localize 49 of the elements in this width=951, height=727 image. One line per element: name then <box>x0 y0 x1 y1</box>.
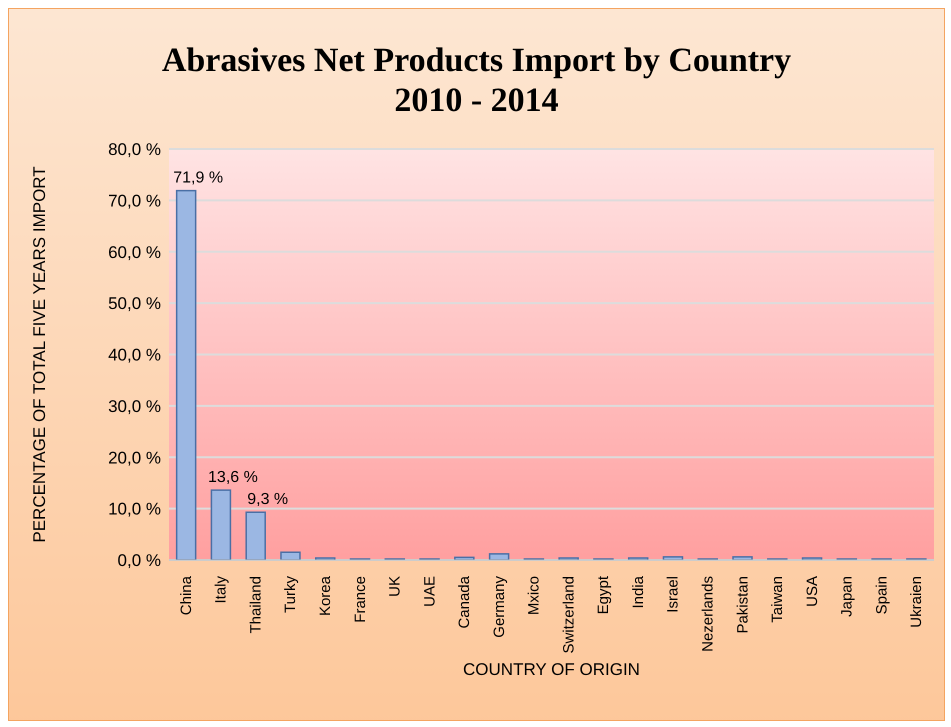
bar <box>558 557 579 560</box>
bar <box>628 557 648 560</box>
y-tick-label: 50,0 % <box>108 294 161 314</box>
bar <box>488 553 510 560</box>
bar <box>802 557 822 560</box>
y-tick-label: 30,0 % <box>108 396 161 416</box>
y-axis-title: PERCENTAGE OF TOTAL FIVE YEARS IMPORT <box>30 166 50 543</box>
x-tick-label: Thailand <box>247 576 264 634</box>
x-tick-label: Spain <box>873 576 890 614</box>
x-tick-label: Turky <box>282 576 300 613</box>
x-tick-label: Canada <box>456 575 474 629</box>
x-tick-label: Germany <box>490 576 508 638</box>
x-tick-label: Nezerlands <box>699 576 716 652</box>
x-tick-label: France <box>352 576 369 623</box>
x-tick-label: Italy <box>212 576 230 604</box>
x-tick-label: Japan <box>838 576 856 617</box>
y-tick-label: 10,0 % <box>108 500 161 519</box>
x-tick-label: Korea <box>316 575 334 616</box>
bar <box>245 511 266 560</box>
bar <box>176 190 196 560</box>
x-tick-label: China <box>178 575 195 616</box>
chart-title: Abrasives Net Products Import by Country 2010 - 2014 <box>160 41 792 121</box>
x-tick-label: Mxico <box>526 576 543 616</box>
data-label: 71,9 % <box>173 170 224 187</box>
y-tick-label: 40,0 % <box>108 346 161 365</box>
data-label: 9,3 % <box>247 491 288 508</box>
x-tick-label: UAE <box>421 576 438 607</box>
bar <box>454 556 475 560</box>
bar <box>732 556 753 560</box>
x-tick-label: USA <box>804 576 821 607</box>
x-tick-label: Switzerland <box>560 576 578 654</box>
bar <box>210 489 232 560</box>
y-tick-label: 20,0 % <box>108 448 161 468</box>
y-tick-label: 60,0 % <box>108 242 161 262</box>
y-tick-label: 0,0 % <box>118 551 161 570</box>
x-tick-label: Pakistan <box>734 576 752 634</box>
x-axis-title: COUNTRY OF ORIGIN <box>463 660 640 679</box>
bar <box>314 557 336 560</box>
x-tick-label: Israel <box>664 576 682 613</box>
x-tick-label: India <box>630 575 647 609</box>
data-label: 13,6 % <box>208 469 258 486</box>
y-tick-label: 80,0 % <box>108 140 161 160</box>
x-tick-label: UK <box>386 576 404 597</box>
x-tick-label: Egypt <box>595 575 612 614</box>
x-tick-label: Ukraien <box>908 576 926 628</box>
bar <box>662 556 684 560</box>
bar <box>280 552 301 560</box>
y-tick-label: 70,0 % <box>108 191 161 210</box>
x-tick-label: Taiwan <box>769 576 786 623</box>
